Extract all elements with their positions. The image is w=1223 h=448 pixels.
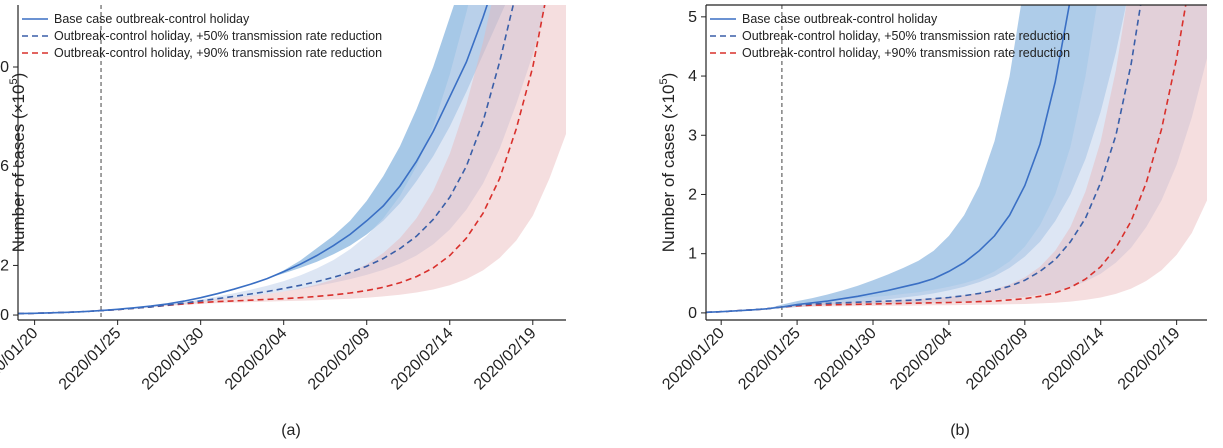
x-tick-label: 2020/02/09 [963, 325, 1032, 394]
x-tick-label: 2020/02/14 [388, 325, 457, 394]
x-tick-label: 2020/01/25 [56, 325, 125, 394]
legend-label-3: Outbreak-control holiday, +90% transmiss… [54, 46, 382, 60]
y-tick-label: 0.6 [0, 158, 9, 175]
x-tick-label: 2020/01/20 [0, 325, 42, 394]
x-tick-label: 2020/01/30 [139, 325, 208, 394]
x-tick-label: 2020/02/14 [1039, 325, 1108, 394]
y-axis-title-close: ) [659, 73, 678, 79]
y-tick-label: 4 [688, 68, 697, 85]
y-tick-label: 1.0 [0, 59, 9, 76]
plot-area [706, 5, 1207, 320]
y-tick-label: 0.2 [0, 257, 9, 274]
legend-label-2: Outbreak-control holiday, +50% transmiss… [54, 29, 382, 43]
uncertainty-band-3 [706, 5, 1207, 313]
y-tick-label: 3 [688, 127, 697, 144]
y-tick-label: 1 [688, 246, 697, 263]
uncertainty-band-1 [18, 5, 506, 314]
legend-label-3: Outbreak-control holiday, +90% transmiss… [742, 46, 1070, 60]
y-axis-title-exponent: 5 [658, 78, 670, 84]
x-tick-label: 2020/02/19 [471, 325, 540, 394]
uncertainty-band-1 [706, 5, 1127, 313]
y-axis-title-main: Number of cases (×10 [659, 85, 678, 253]
x-tick-label: 2020/02/04 [887, 325, 956, 394]
y-tick-label: 5 [688, 9, 697, 26]
legend-label-1: Base case outbreak-control holiday [742, 12, 938, 26]
y-axis-title-close: ) [9, 73, 28, 79]
x-tick-label: 2020/01/25 [735, 325, 804, 394]
y-axis-title-exponent: 5 [8, 78, 20, 84]
series-line-1 [706, 5, 1071, 314]
uncertainty-band-2 [18, 5, 547, 314]
y-axis-title: Number of cases (×105) [8, 73, 28, 253]
uncertainty-band-3 [18, 5, 566, 314]
y-axis-title: Number of cases (×105) [658, 73, 678, 253]
x-tick-label: 2020/01/30 [811, 325, 880, 394]
panel-a: 0 0.2 0.6 1.0 2020/01/20 2020/01/252020/01/30… [0, 5, 566, 439]
x-tick-label: 2020/01/20 [659, 325, 728, 394]
legend-label-1: Base case outbreak-control holiday [54, 12, 250, 26]
x-tick-label: 2020/02/04 [222, 325, 291, 394]
plot-area [18, 5, 566, 320]
y-axis-title-main: Number of cases (×10 [9, 85, 28, 253]
legend: Base case outbreak-control holiday Outbre… [22, 12, 382, 60]
uncertainty-band-2 [706, 5, 1207, 313]
panel-label: (a) [281, 422, 301, 439]
legend-label-2: Outbreak-control holiday, +50% transmiss… [742, 29, 1070, 43]
panel-label: (b) [950, 422, 970, 439]
x-tick-label: 2020/02/09 [305, 325, 374, 394]
y-tick-label: 0 [0, 307, 9, 324]
series-line-1 [18, 5, 488, 315]
y-tick-label: 2 [688, 186, 697, 203]
x-tick-label: 2020/02/19 [1115, 325, 1184, 394]
legend: Base case outbreak-control holiday Outbre… [710, 12, 1070, 60]
y-tick-label: 0 [688, 305, 697, 322]
